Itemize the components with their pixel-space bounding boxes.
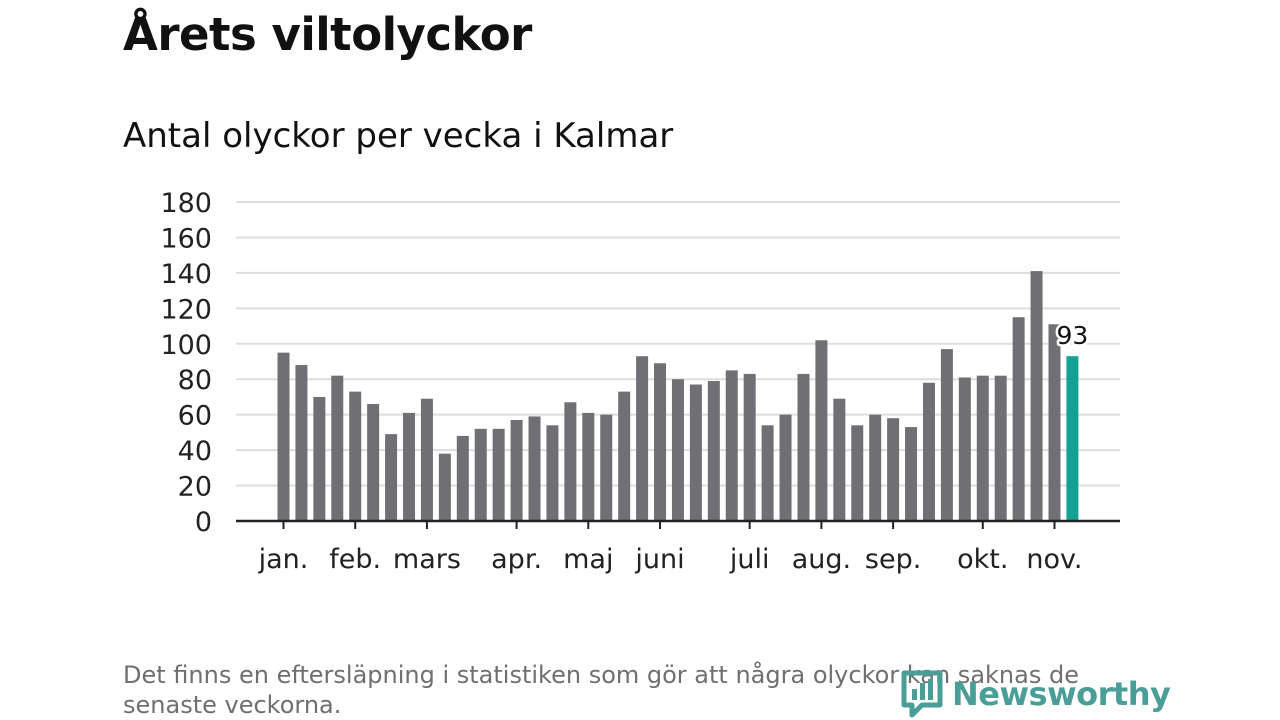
x-tick-label: aug.	[792, 544, 851, 575]
brand-logo: Newsworthy	[900, 668, 1171, 720]
y-tick-label: 120	[160, 294, 212, 325]
bar	[403, 412, 416, 521]
bar	[833, 398, 846, 521]
x-tick-label: okt.	[957, 544, 1008, 575]
bar	[277, 352, 290, 521]
y-tick-label: 20	[178, 472, 212, 503]
x-tick-label: sep.	[865, 544, 921, 575]
bar	[367, 404, 380, 521]
x-tick-label: apr.	[491, 544, 542, 575]
bar	[295, 365, 308, 521]
bar	[887, 418, 900, 521]
bar	[564, 402, 577, 521]
bar	[331, 375, 344, 521]
bar	[528, 416, 541, 521]
bar	[582, 412, 595, 521]
bars	[277, 271, 1079, 521]
y-axis-ticks: 0 20 40 60 80 100 120 140 160 180	[160, 188, 212, 538]
bar	[349, 391, 362, 521]
y-tick-label: 180	[160, 188, 212, 219]
bar	[797, 373, 810, 521]
x-tick-label: juli	[729, 544, 770, 575]
x-tick-label: mars	[393, 544, 461, 575]
bar	[761, 425, 774, 521]
bar	[725, 370, 738, 521]
bar	[976, 375, 989, 521]
y-tick-label: 60	[178, 401, 212, 432]
bar	[438, 453, 451, 521]
bar	[851, 425, 864, 521]
y-tick-label: 140	[160, 259, 212, 290]
bar	[815, 340, 828, 521]
bar	[510, 419, 523, 521]
y-tick-label: 100	[160, 330, 212, 361]
bar	[474, 428, 487, 521]
bar	[456, 435, 469, 521]
bar	[671, 379, 684, 521]
y-tick-label: 80	[178, 365, 212, 396]
bar	[922, 382, 935, 521]
brand-name: Newsworthy	[952, 675, 1171, 713]
x-tick-label: feb.	[329, 544, 381, 575]
bar	[546, 425, 559, 521]
x-axis: jan. feb. mars apr. maj juni juli aug. sep. okt. n…	[236, 519, 1120, 575]
newsworthy-logo-icon	[901, 670, 943, 718]
chart-subtitle: Antal olyckor per vecka i Kalmar	[123, 116, 674, 156]
bar	[636, 356, 649, 521]
bar	[743, 373, 756, 521]
x-tick-label: nov.	[1026, 544, 1082, 575]
bar	[313, 396, 326, 521]
y-tick-label: 160	[160, 223, 212, 254]
data-labels: 93	[1054, 319, 1091, 353]
bar	[1066, 356, 1079, 521]
bar	[420, 398, 433, 521]
bar	[689, 384, 702, 521]
chart-title: Årets viltolyckor	[123, 8, 532, 61]
bar	[940, 349, 953, 521]
bar	[869, 414, 882, 521]
bar	[1012, 317, 1025, 521]
bar	[905, 427, 918, 521]
bar	[654, 363, 667, 521]
bar	[600, 414, 613, 521]
bar	[994, 375, 1007, 521]
x-tick-label: juni	[634, 544, 684, 575]
bar	[1048, 324, 1061, 521]
x-tick-label: maj	[563, 544, 613, 575]
bar	[618, 391, 631, 521]
highlight-value-label: 93	[1057, 321, 1089, 350]
bar	[779, 414, 792, 521]
x-tick-label: jan.	[258, 544, 309, 575]
bar	[958, 377, 971, 521]
y-tick-label: 0	[195, 507, 212, 538]
bar-chart: 0 20 40 60 80 100 120 140 160 180 jan. feb. mars apr…	[160, 188, 1120, 575]
bar	[492, 428, 505, 521]
y-tick-label: 40	[178, 436, 212, 467]
bar	[1030, 271, 1043, 521]
bar	[707, 380, 720, 521]
bar	[385, 434, 398, 521]
